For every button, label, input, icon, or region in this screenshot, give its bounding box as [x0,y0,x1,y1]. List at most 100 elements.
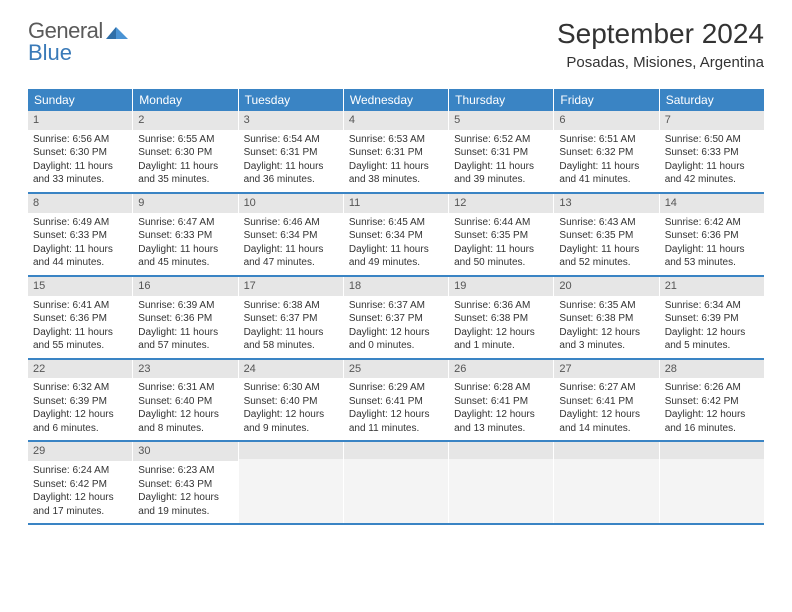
sunset-line: Sunset: 6:32 PM [559,146,653,160]
logo-mark-icon [106,23,128,39]
sunset-line: Sunset: 6:31 PM [454,146,548,160]
day-body [554,459,658,523]
daylight-line1: Daylight: 12 hours [454,326,548,340]
daylight-line2: and 33 minutes. [33,173,127,187]
day-cell: 30Sunrise: 6:23 AMSunset: 6:43 PMDayligh… [133,442,238,523]
day-cell: 6Sunrise: 6:51 AMSunset: 6:32 PMDaylight… [554,111,659,192]
sunset-line: Sunset: 6:33 PM [665,146,759,160]
daylight-line1: Daylight: 11 hours [33,326,127,340]
day-body: Sunrise: 6:27 AMSunset: 6:41 PMDaylight:… [554,378,658,440]
day-body: Sunrise: 6:39 AMSunset: 6:36 PMDaylight:… [133,296,237,358]
day-body: Sunrise: 6:30 AMSunset: 6:40 PMDaylight:… [239,378,343,440]
daylight-line2: and 52 minutes. [559,256,653,270]
daylight-line2: and 1 minute. [454,339,548,353]
day-body: Sunrise: 6:54 AMSunset: 6:31 PMDaylight:… [239,130,343,192]
day-number [449,442,553,459]
sunrise-line: Sunrise: 6:46 AM [244,216,338,230]
day-cell: 5Sunrise: 6:52 AMSunset: 6:31 PMDaylight… [449,111,554,192]
day-number [554,442,658,459]
sunrise-line: Sunrise: 6:34 AM [665,299,759,313]
day-body: Sunrise: 6:42 AMSunset: 6:36 PMDaylight:… [660,213,764,275]
sunrise-line: Sunrise: 6:55 AM [138,133,232,147]
sunset-line: Sunset: 6:36 PM [665,229,759,243]
day-body: Sunrise: 6:49 AMSunset: 6:33 PMDaylight:… [28,213,132,275]
day-cell: 27Sunrise: 6:27 AMSunset: 6:41 PMDayligh… [554,360,659,441]
sunset-line: Sunset: 6:36 PM [33,312,127,326]
sunrise-line: Sunrise: 6:45 AM [349,216,443,230]
daylight-line1: Daylight: 11 hours [33,243,127,257]
sunrise-line: Sunrise: 6:24 AM [33,464,127,478]
sunrise-line: Sunrise: 6:38 AM [244,299,338,313]
sunset-line: Sunset: 6:36 PM [138,312,232,326]
day-cell: 18Sunrise: 6:37 AMSunset: 6:37 PMDayligh… [344,277,449,358]
daylight-line2: and 53 minutes. [665,256,759,270]
day-number: 7 [660,111,764,130]
day-cell: 13Sunrise: 6:43 AMSunset: 6:35 PMDayligh… [554,194,659,275]
daylight-line2: and 44 minutes. [33,256,127,270]
daylight-line1: Daylight: 11 hours [244,160,338,174]
sunrise-line: Sunrise: 6:53 AM [349,133,443,147]
day-body: Sunrise: 6:43 AMSunset: 6:35 PMDaylight:… [554,213,658,275]
sunrise-line: Sunrise: 6:31 AM [138,381,232,395]
sunrise-line: Sunrise: 6:36 AM [454,299,548,313]
week-row: 15Sunrise: 6:41 AMSunset: 6:36 PMDayligh… [28,277,764,360]
daylight-line2: and 45 minutes. [138,256,232,270]
daylight-line2: and 9 minutes. [244,422,338,436]
daylight-line2: and 11 minutes. [349,422,443,436]
daylight-line2: and 8 minutes. [138,422,232,436]
empty-cell [554,442,659,523]
day-number: 23 [133,360,237,379]
sunrise-line: Sunrise: 6:32 AM [33,381,127,395]
calendar-grid: SundayMondayTuesdayWednesdayThursdayFrid… [28,89,764,525]
sunset-line: Sunset: 6:38 PM [454,312,548,326]
day-body: Sunrise: 6:53 AMSunset: 6:31 PMDaylight:… [344,130,448,192]
day-number [239,442,343,459]
day-number: 13 [554,194,658,213]
day-header: Thursday [449,89,554,111]
sunset-line: Sunset: 6:39 PM [665,312,759,326]
day-body: Sunrise: 6:45 AMSunset: 6:34 PMDaylight:… [344,213,448,275]
day-cell: 9Sunrise: 6:47 AMSunset: 6:33 PMDaylight… [133,194,238,275]
daylight-line2: and 47 minutes. [244,256,338,270]
day-number: 2 [133,111,237,130]
daylight-line1: Daylight: 12 hours [138,491,232,505]
daylight-line1: Daylight: 12 hours [349,408,443,422]
day-cell: 1Sunrise: 6:56 AMSunset: 6:30 PMDaylight… [28,111,133,192]
sunset-line: Sunset: 6:31 PM [349,146,443,160]
daylight-line2: and 0 minutes. [349,339,443,353]
day-header-row: SundayMondayTuesdayWednesdayThursdayFrid… [28,89,764,111]
daylight-line2: and 13 minutes. [454,422,548,436]
sunset-line: Sunset: 6:34 PM [244,229,338,243]
daylight-line1: Daylight: 11 hours [138,243,232,257]
daylight-line1: Daylight: 11 hours [349,243,443,257]
day-number: 19 [449,277,553,296]
day-number: 12 [449,194,553,213]
daylight-line2: and 39 minutes. [454,173,548,187]
sunset-line: Sunset: 6:35 PM [454,229,548,243]
day-number: 25 [344,360,448,379]
daylight-line2: and 50 minutes. [454,256,548,270]
page-header: General September 2024 Posadas, Misiones… [0,0,792,79]
day-cell: 25Sunrise: 6:29 AMSunset: 6:41 PMDayligh… [344,360,449,441]
day-body: Sunrise: 6:24 AMSunset: 6:42 PMDaylight:… [28,461,132,523]
day-number: 8 [28,194,132,213]
sunrise-line: Sunrise: 6:37 AM [349,299,443,313]
day-cell: 17Sunrise: 6:38 AMSunset: 6:37 PMDayligh… [239,277,344,358]
day-body: Sunrise: 6:36 AMSunset: 6:38 PMDaylight:… [449,296,553,358]
day-number [660,442,764,459]
sunset-line: Sunset: 6:40 PM [244,395,338,409]
week-row: 1Sunrise: 6:56 AMSunset: 6:30 PMDaylight… [28,111,764,194]
daylight-line2: and 41 minutes. [559,173,653,187]
daylight-line1: Daylight: 11 hours [349,160,443,174]
sunset-line: Sunset: 6:34 PM [349,229,443,243]
day-body: Sunrise: 6:34 AMSunset: 6:39 PMDaylight:… [660,296,764,358]
day-number: 5 [449,111,553,130]
sunrise-line: Sunrise: 6:41 AM [33,299,127,313]
sunset-line: Sunset: 6:31 PM [244,146,338,160]
day-cell: 28Sunrise: 6:26 AMSunset: 6:42 PMDayligh… [660,360,764,441]
day-number: 27 [554,360,658,379]
page-title: September 2024 [557,18,764,50]
day-number: 11 [344,194,448,213]
day-cell: 7Sunrise: 6:50 AMSunset: 6:33 PMDaylight… [660,111,764,192]
location-subtitle: Posadas, Misiones, Argentina [557,54,764,71]
